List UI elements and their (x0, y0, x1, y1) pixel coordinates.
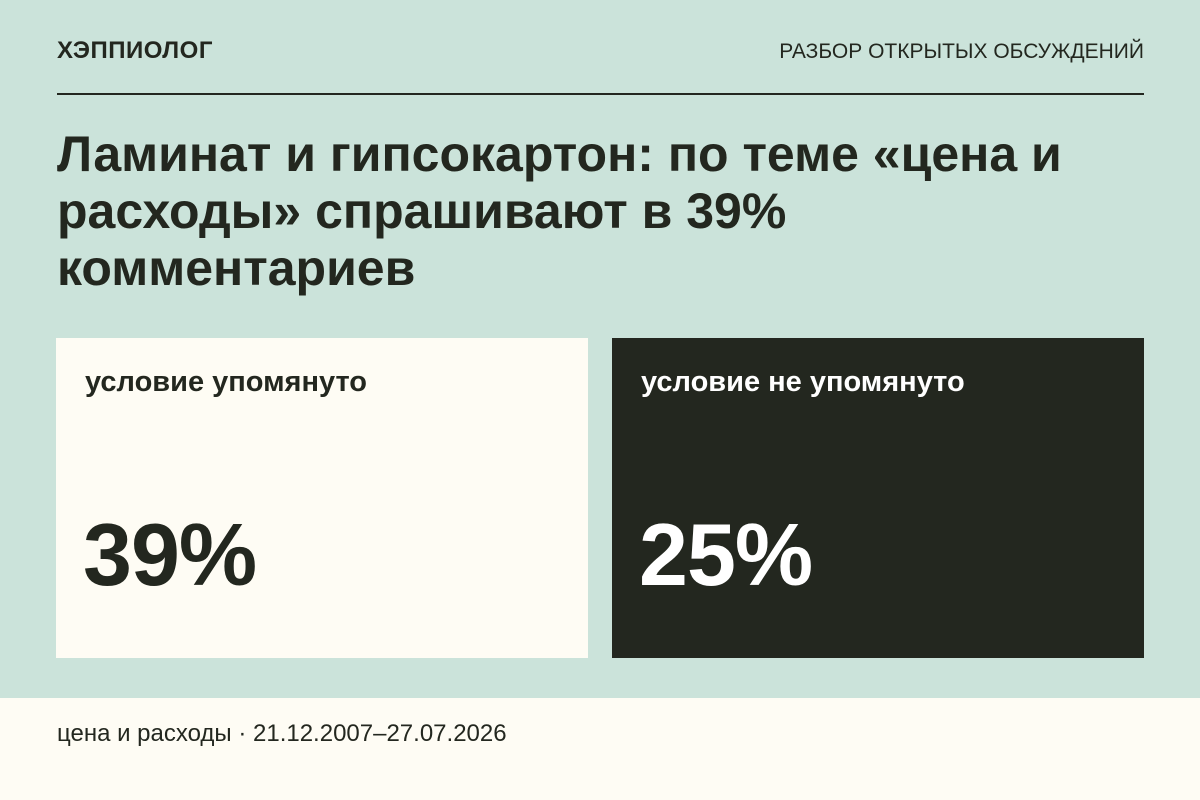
header-bar: ХЭППИОЛОГ РАЗБОР ОТКРЫТЫХ ОБСУЖДЕНИЙ (57, 35, 1144, 95)
stat-panel-value: 25% (639, 505, 813, 604)
footer-bar: цена и расходы · 21.12.2007–27.07.2026 (0, 698, 1200, 800)
section-label: РАЗБОР ОТКРЫТЫХ ОБСУЖДЕНИЙ (779, 40, 1144, 63)
stat-panel-value: 39% (83, 505, 257, 604)
stat-panel-not-mentioned: условие не упомянуто 25% (612, 338, 1144, 658)
footer-caption: цена и расходы · 21.12.2007–27.07.2026 (57, 720, 507, 747)
headline: Ламинат и гипсокартон: по теме «цена и р… (57, 126, 1062, 296)
stat-panel-label: условие упомянуто (85, 366, 368, 398)
stat-panel-label: условие не упомянуто (641, 366, 965, 398)
brand-logo-text: ХЭППИОЛОГ (57, 37, 213, 64)
stat-panel-mentioned: условие упомянуто 39% (56, 338, 588, 658)
